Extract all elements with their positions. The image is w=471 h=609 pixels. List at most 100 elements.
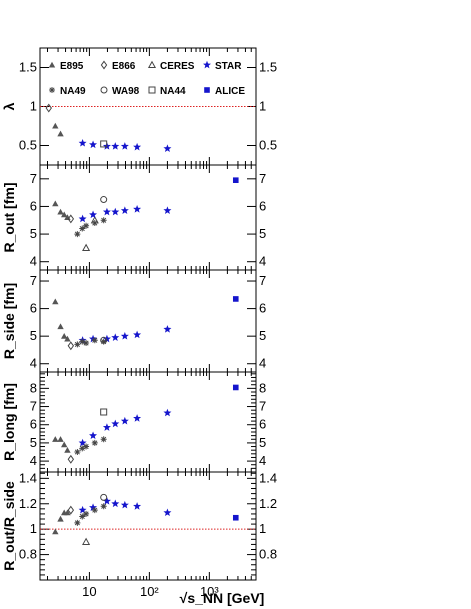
- point-star: [102, 423, 111, 431]
- point-star: [120, 206, 129, 214]
- y-tick-label-left: 0.8: [19, 547, 37, 562]
- y-tick-label-right: 4: [259, 356, 266, 371]
- point-star: [120, 500, 129, 509]
- point-e866: [45, 103, 52, 113]
- point-alice: [232, 296, 239, 302]
- point-na49: [79, 513, 86, 520]
- y-tick-label-left: 5: [30, 328, 37, 343]
- y-tick-label-left: 5: [30, 226, 37, 241]
- point-e895: [61, 211, 68, 218]
- y-tick-label-left: 6: [30, 198, 37, 213]
- y-axis-title: R_long [fm]: [1, 383, 17, 461]
- y-tick-label-left: 4: [30, 453, 37, 468]
- point-star: [102, 497, 111, 505]
- point-star: [78, 438, 87, 447]
- panel-frame: [39, 269, 257, 373]
- y-tick-label-right: 7: [259, 399, 266, 414]
- y-tick-label-left: 5: [30, 435, 37, 450]
- chart-legend: E895 E866 CERES STAR NA49 WA98 NA44 ALICE: [48, 60, 245, 97]
- point-na49: [83, 222, 90, 229]
- legend-marker-e866: [100, 60, 108, 70]
- point-star: [111, 419, 120, 428]
- y-tick-label-right: 8: [259, 380, 266, 395]
- point-na49: [74, 449, 81, 455]
- point-e895: [57, 515, 64, 522]
- y-tick-label-left: 7: [30, 273, 37, 288]
- plot-area: [52, 177, 239, 251]
- legend-marker-ceres: [147, 60, 157, 69]
- point-na49: [79, 445, 86, 452]
- y-tick-label-right: 0.8: [259, 547, 277, 562]
- point-na49: [79, 338, 86, 345]
- plot-area: [45, 103, 172, 153]
- point-na49: [100, 503, 107, 510]
- point-e895: [61, 441, 68, 448]
- point-alice: [232, 177, 239, 183]
- point-alice: [232, 514, 239, 521]
- point-star: [133, 330, 142, 339]
- point-na49: [100, 338, 107, 345]
- point-star: [111, 142, 120, 150]
- point-star: [133, 414, 142, 422]
- y-tick-label-left: 6: [30, 417, 37, 432]
- r-long-panel: 4 4 5 5 6 6 7 7 8 8 R_long [fm]: [1, 371, 266, 473]
- legend-label-wa98: WA98: [112, 86, 140, 97]
- point-ceres: [82, 537, 91, 545]
- point-e895: [52, 298, 59, 305]
- y-tick-label-right: 5: [259, 226, 266, 241]
- point-na49: [74, 519, 81, 526]
- r-out-over-r-side-panel: 0.8 0.81 11.2 1.21.4 1.4R_out/R_side: [1, 470, 277, 581]
- x-tick-label: 10: [82, 584, 96, 599]
- point-e866: [67, 214, 75, 224]
- y-tick-label-right: 6: [259, 417, 266, 432]
- y-tick-label-left: 1: [30, 99, 37, 114]
- point-na49: [83, 340, 90, 347]
- plot-area: [52, 384, 239, 464]
- point-star: [133, 205, 142, 213]
- point-e895: [64, 335, 71, 342]
- y-tick-label-left: 4: [30, 254, 37, 269]
- x-tick-label: 10²: [140, 584, 159, 599]
- point-na49: [91, 507, 98, 514]
- y-tick-label-right: 1.4: [259, 470, 277, 485]
- legend-marker-e895: [48, 61, 56, 68]
- point-e895: [57, 323, 64, 330]
- point-alice: [232, 384, 239, 391]
- y-tick-label-left: 1.5: [19, 60, 37, 75]
- y-axis-title: R_out [fm]: [1, 183, 17, 253]
- point-star: [78, 505, 87, 514]
- point-e895: [57, 208, 64, 215]
- legend-label-alice: ALICE: [215, 86, 245, 97]
- legend-marker-star: [203, 60, 211, 69]
- point-star: [163, 508, 172, 517]
- point-na49: [91, 337, 98, 344]
- y-tick-label-right: 1.5: [259, 60, 277, 75]
- panel-frame: [39, 471, 257, 581]
- y-tick-label-right: 6: [259, 301, 266, 316]
- point-e866: [67, 341, 75, 351]
- point-star: [111, 207, 120, 216]
- legend-label-na44: NA44: [160, 86, 186, 97]
- y-axis-title: λ: [1, 102, 17, 110]
- y-tick-label-right: 1: [259, 99, 266, 114]
- y-tick-label-right: 4: [259, 453, 266, 468]
- point-e895: [52, 200, 59, 207]
- point-e866: [67, 505, 75, 515]
- point-e866: [67, 454, 75, 464]
- y-tick-label-right: 5: [259, 328, 266, 343]
- point-star: [120, 416, 129, 425]
- point-na49: [100, 217, 107, 224]
- point-e895: [64, 446, 71, 453]
- legend-marker-wa98: [100, 86, 108, 94]
- y-tick-label-left: 1: [30, 521, 37, 536]
- point-na49: [74, 341, 81, 348]
- point-star: [102, 207, 111, 216]
- point-e895: [52, 436, 59, 442]
- y-tick-label-right: 1: [259, 521, 266, 536]
- legend-marker-na44: [148, 86, 156, 94]
- y-tick-label-right: 7: [259, 273, 266, 288]
- y-tick-label-right: 1.2: [259, 496, 277, 511]
- y-axis-title: R_out/R_side: [1, 481, 17, 571]
- point-star: [163, 206, 172, 214]
